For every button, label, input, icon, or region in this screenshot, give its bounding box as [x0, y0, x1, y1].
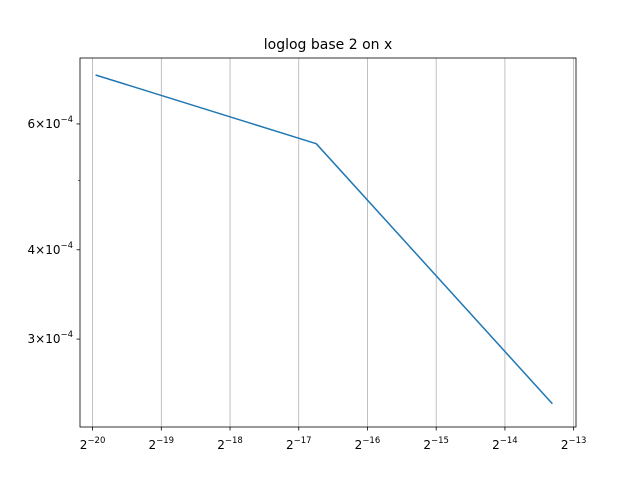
grid-lines — [92, 58, 575, 427]
x-axis: 2−20 2−19 2−18 2−17 2−16 2−15 2−14 2−13 — [80, 427, 587, 452]
y-tick-label: 4×10−4 — [27, 241, 73, 257]
x-tick-label: 2−20 — [80, 436, 106, 452]
x-tick-label: 2−14 — [492, 436, 518, 452]
x-tick-label: 2−19 — [149, 436, 175, 452]
x-tick-label: 2−15 — [423, 436, 449, 452]
x-tick-label: 2−18 — [217, 436, 243, 452]
y-tick-label: 3×10−4 — [27, 330, 73, 346]
axes-frame — [79, 57, 577, 428]
y-axis: 6×10−4 4×10−4 3×10−4 — [27, 115, 80, 346]
x-tick-label: 2−13 — [561, 436, 587, 452]
series-line — [95, 74, 553, 405]
y-tick-label: 6×10−4 — [27, 115, 73, 131]
series-layer — [95, 74, 553, 405]
x-tick-label: 2−16 — [355, 436, 381, 452]
x-tick-label: 2−17 — [286, 436, 312, 452]
chart-title: loglog base 2 on x — [264, 37, 393, 53]
